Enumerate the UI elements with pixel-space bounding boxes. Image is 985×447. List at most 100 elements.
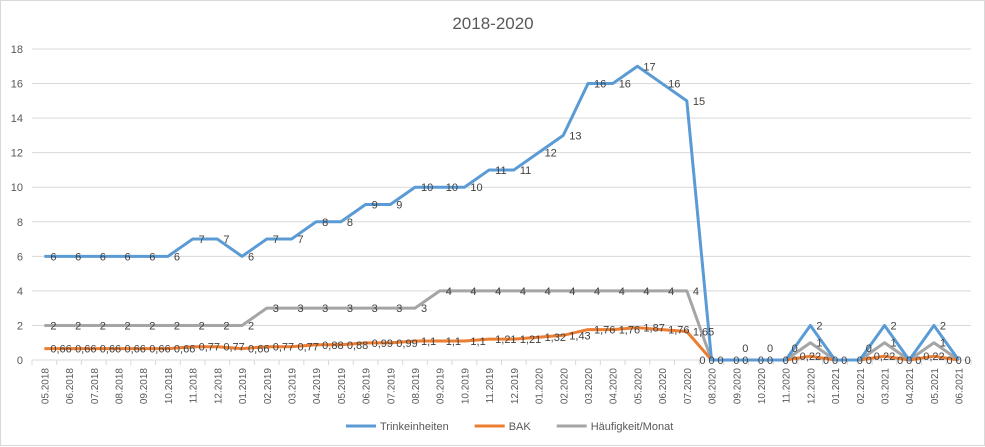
data-label: 0: [783, 355, 789, 367]
x-tick-label: 04.2020: [609, 368, 620, 405]
x-tick-label: 05.2018: [40, 368, 51, 405]
data-label: 1,21: [520, 334, 541, 346]
x-tick-label: 01.2019: [238, 368, 249, 405]
x-tick-label: 06.2019: [362, 368, 373, 405]
data-label: 1,1: [446, 336, 461, 348]
data-label: 0: [915, 355, 921, 367]
data-label: 2: [124, 320, 130, 332]
data-label: 0: [906, 355, 912, 367]
data-label: 0,77: [199, 342, 220, 354]
data-label: 0: [767, 355, 773, 367]
x-tick-label: 12.2019: [510, 368, 521, 405]
data-label: 16: [668, 79, 680, 91]
data-label: 1,1: [470, 336, 485, 348]
data-label: 0: [823, 355, 829, 367]
data-label: 4: [594, 286, 600, 298]
data-label: 1,76: [594, 325, 615, 337]
data-label: 15: [693, 96, 705, 108]
data-label: 1,21: [495, 334, 516, 346]
data-label: 16: [594, 79, 606, 91]
data-label: 2: [223, 320, 229, 332]
x-tick-label: 09.2018: [139, 368, 150, 405]
x-tick-label: 08.2020: [708, 368, 719, 405]
data-label: 12: [545, 148, 557, 160]
data-label: 10: [421, 182, 433, 194]
data-label: 9: [372, 200, 378, 212]
x-tick-label: 10.2019: [460, 368, 471, 405]
data-label: 0: [832, 355, 838, 367]
data-label: 1,43: [569, 330, 590, 342]
data-label: 4: [693, 286, 699, 298]
series-line-bak: [44, 326, 959, 362]
data-label: 0,88: [347, 340, 368, 352]
data-label: 0,66: [248, 344, 269, 356]
y-tick-label: 2: [17, 320, 23, 332]
x-tick-label: 08.2019: [411, 368, 422, 405]
data-label: 8: [347, 217, 353, 229]
data-label: 3: [273, 303, 279, 315]
data-label: 1,1: [421, 336, 436, 348]
x-tick-label: 12.2018: [213, 368, 224, 405]
data-label: 1,76: [668, 325, 689, 337]
data-label: 6: [248, 251, 254, 263]
x-tick-label: 05.2020: [633, 368, 644, 405]
x-tick-label: 11.2019: [485, 368, 496, 404]
data-label: 1: [891, 338, 897, 350]
x-tick-label: 07.2019: [386, 368, 397, 405]
x-tick-label: 07.2018: [90, 368, 101, 405]
data-label: 0,22: [923, 351, 944, 363]
data-label: 0: [866, 355, 872, 367]
x-tick-label: 05.2021: [930, 368, 941, 405]
data-label: 7: [199, 234, 205, 246]
data-label: 0,77: [273, 342, 294, 354]
x-tick-label: 06.2020: [658, 368, 669, 405]
data-label: 6: [50, 251, 56, 263]
data-label: 2: [149, 320, 155, 332]
x-tick-label: 02.2019: [263, 368, 274, 405]
x-tick-label: 12.2020: [806, 368, 817, 405]
data-label: 6: [124, 251, 130, 263]
series-line-h-ufigkeit-monat: [44, 289, 960, 362]
data-label: 0: [758, 355, 764, 367]
x-tick-label: 09.2019: [436, 368, 447, 405]
data-label: 8: [322, 217, 328, 229]
data-label: 3: [421, 303, 427, 315]
data-label: 10: [470, 182, 482, 194]
data-label: 4: [545, 286, 551, 298]
data-label: 2: [100, 320, 106, 332]
data-label: 3: [347, 303, 353, 315]
data-label: 0: [947, 355, 953, 367]
data-label: 2: [940, 320, 946, 332]
data-label: 7: [273, 234, 279, 246]
data-label: 1: [816, 338, 822, 350]
data-label: 0,22: [874, 351, 895, 363]
x-tick-label: 02.2021: [856, 368, 867, 405]
data-label: 0,99: [396, 338, 417, 350]
data-label: 11: [520, 165, 531, 177]
legend-label: BAK: [509, 421, 532, 433]
data-label: 4: [470, 286, 476, 298]
data-label: 0,88: [322, 340, 343, 352]
x-tick-label: 06.2021: [955, 368, 966, 405]
data-label: 0: [708, 355, 714, 367]
x-tick-label: 11.2018: [189, 368, 200, 404]
data-label: 6: [75, 251, 81, 263]
data-label: 0: [767, 343, 773, 355]
data-label: 1,76: [619, 325, 640, 337]
data-label: 0: [699, 355, 705, 367]
y-tick-label: 16: [11, 79, 23, 91]
x-tick-label: 05.2019: [337, 368, 348, 405]
data-label: 11: [495, 165, 506, 177]
data-label: 0: [792, 343, 798, 355]
data-label: 0,22: [800, 351, 821, 363]
data-label: 3: [322, 303, 328, 315]
data-label: 3: [396, 303, 402, 315]
data-label: 2: [891, 320, 897, 332]
y-tick-label: 10: [11, 182, 23, 194]
data-label: 2: [816, 320, 822, 332]
data-label: 9: [396, 200, 402, 212]
x-tick-label: 06.2018: [65, 368, 76, 405]
data-label: 4: [495, 286, 501, 298]
data-label: 7: [297, 234, 303, 246]
